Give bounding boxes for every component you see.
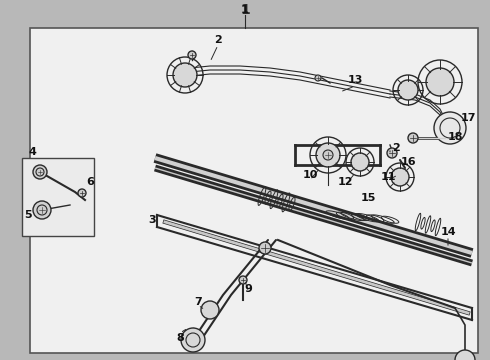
Text: 2: 2 (392, 143, 400, 153)
Text: 6: 6 (86, 177, 94, 187)
Circle shape (408, 133, 418, 143)
Circle shape (391, 168, 409, 186)
Circle shape (188, 51, 196, 59)
Circle shape (173, 63, 197, 87)
Text: 14: 14 (440, 227, 456, 237)
Text: 11: 11 (380, 172, 396, 182)
Circle shape (33, 165, 47, 179)
Bar (22, 158, 94, 236)
Text: 1: 1 (240, 3, 250, 17)
Circle shape (181, 328, 205, 352)
Circle shape (201, 301, 219, 319)
Circle shape (37, 205, 47, 215)
Circle shape (259, 242, 271, 254)
Text: 18: 18 (447, 132, 463, 142)
Text: 16: 16 (400, 157, 416, 167)
Circle shape (78, 189, 86, 197)
Circle shape (316, 143, 340, 167)
Circle shape (455, 350, 475, 360)
Text: 1: 1 (241, 5, 249, 15)
Circle shape (387, 148, 397, 158)
Text: 2: 2 (214, 35, 222, 45)
Circle shape (36, 168, 44, 176)
Text: 3: 3 (148, 215, 156, 225)
Text: 9: 9 (244, 284, 252, 294)
Text: 17: 17 (460, 113, 476, 123)
Text: 10: 10 (302, 170, 318, 180)
Circle shape (33, 201, 51, 219)
Circle shape (434, 112, 466, 144)
Circle shape (315, 75, 321, 81)
Text: 8: 8 (176, 333, 184, 343)
Circle shape (351, 153, 369, 171)
Text: 12: 12 (337, 177, 353, 187)
Text: 4: 4 (28, 147, 36, 157)
Circle shape (323, 150, 333, 160)
Text: 15: 15 (360, 193, 376, 203)
Circle shape (398, 80, 418, 100)
Text: 5: 5 (24, 210, 32, 220)
Text: 7: 7 (194, 297, 202, 307)
Circle shape (239, 276, 247, 284)
Circle shape (426, 68, 454, 96)
Text: 13: 13 (347, 75, 363, 85)
